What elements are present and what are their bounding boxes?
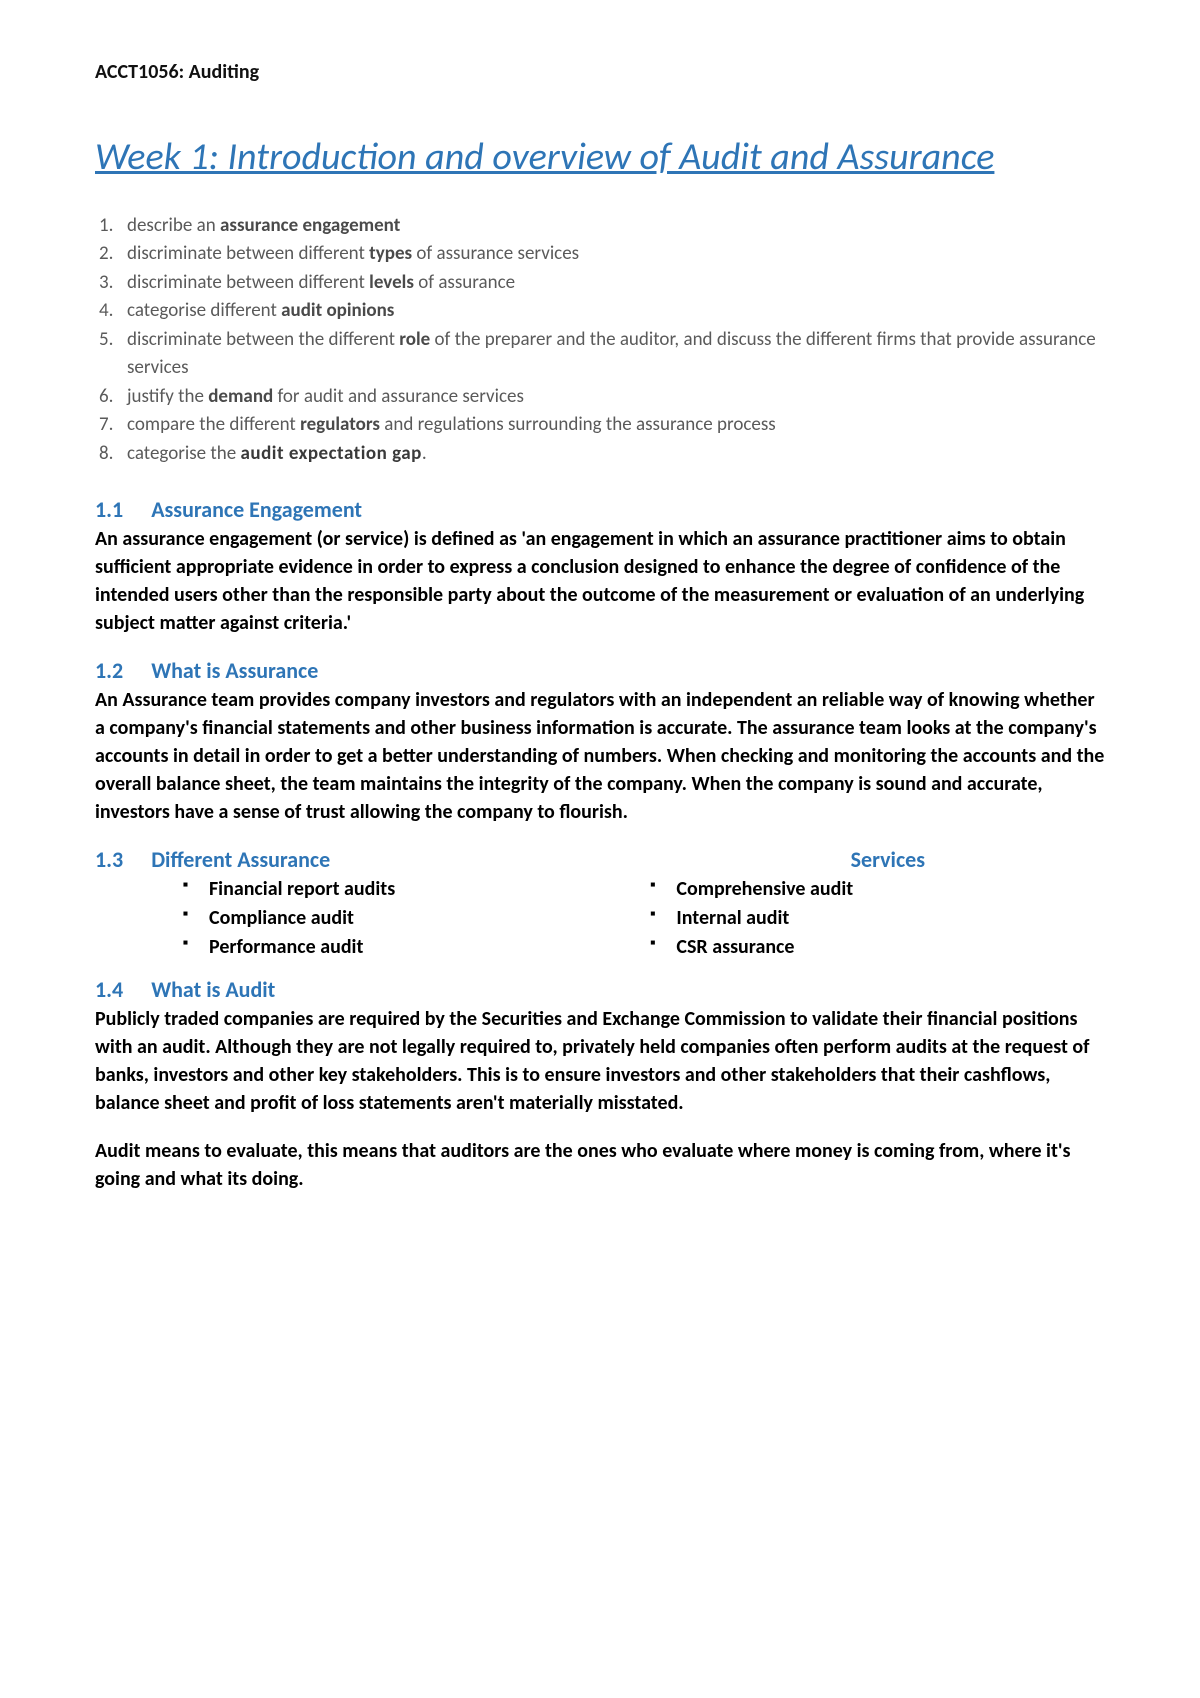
section-1-3-trailing: Services bbox=[851, 846, 925, 873]
list-item: Internal audit bbox=[650, 904, 1105, 933]
list-item: CSR assurance bbox=[650, 933, 1105, 962]
services-right-list: Comprehensive audit Internal audit CSR a… bbox=[650, 875, 1105, 962]
section-1-4-para2: Audit means to evaluate, this means that… bbox=[95, 1137, 1105, 1193]
objective-item: discriminate between different levels of… bbox=[99, 269, 1105, 298]
list-item: Comprehensive audit bbox=[650, 875, 1105, 904]
objective-item: discriminate between the different role … bbox=[99, 326, 1105, 383]
list-item: Financial report audits bbox=[183, 875, 640, 904]
objective-item: compare the different regulators and reg… bbox=[99, 411, 1105, 440]
section-heading-1-3: 1.3Different Assurance bbox=[95, 846, 1105, 873]
course-header: ACCT1056: Auditing bbox=[95, 60, 1105, 84]
section-heading-1-1: 1.1Assurance Engagement bbox=[95, 496, 1105, 523]
services-left-list: Financial report audits Compliance audit… bbox=[183, 875, 640, 962]
learning-objectives-list: describe an assurance engagement discrim… bbox=[99, 212, 1105, 469]
objective-item: discriminate between different types of … bbox=[99, 240, 1105, 269]
assurance-services-columns: Financial report audits Compliance audit… bbox=[95, 875, 1105, 962]
section-1-1-text: An assurance engagement (or service) is … bbox=[95, 525, 1105, 637]
page-title: Week 1: Introduction and overview of Aud… bbox=[95, 134, 1105, 182]
section-1-2-text: An Assurance team provides company inves… bbox=[95, 686, 1105, 826]
objective-item: justify the demand for audit and assuran… bbox=[99, 383, 1105, 412]
section-heading-1-4: 1.4What is Audit bbox=[95, 976, 1105, 1003]
objective-item: categorise the audit expectation gap. bbox=[99, 440, 1105, 469]
objective-item: categorise different audit opinions bbox=[99, 297, 1105, 326]
section-1-4-para1: Publicly traded companies are required b… bbox=[95, 1005, 1105, 1117]
list-item: Compliance audit bbox=[183, 904, 640, 933]
list-item: Performance audit bbox=[183, 933, 640, 962]
objective-item: describe an assurance engagement bbox=[99, 212, 1105, 241]
section-heading-1-2: 1.2What is Assurance bbox=[95, 657, 1105, 684]
